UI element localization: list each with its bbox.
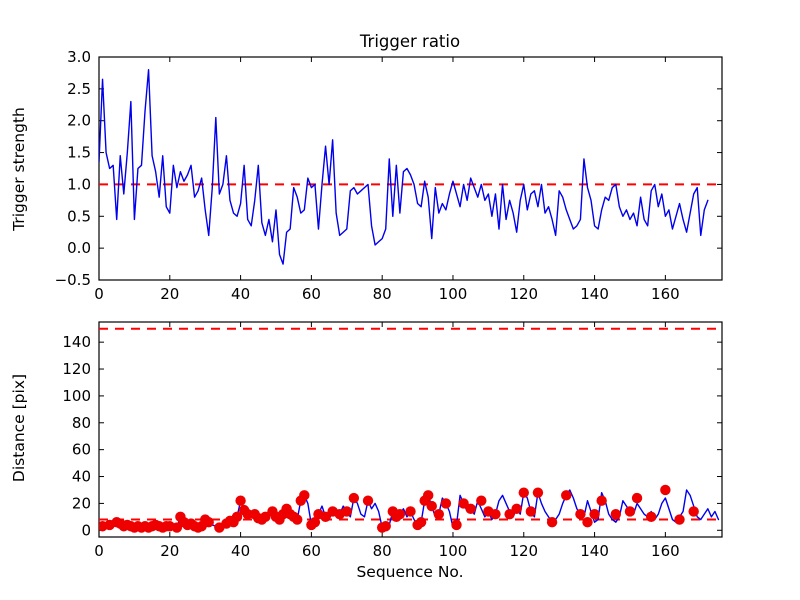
data-marker-point bbox=[674, 514, 685, 525]
axes-frame bbox=[98, 321, 723, 538]
plot-area bbox=[99, 69, 722, 265]
y-tick-label: −0.5 bbox=[55, 271, 91, 289]
data-marker-point bbox=[561, 490, 572, 501]
data-marker-point bbox=[451, 519, 462, 531]
data-marker-point bbox=[426, 500, 437, 512]
data-marker-point bbox=[423, 490, 434, 501]
x-tick-label: 0 bbox=[94, 285, 104, 300]
data-marker-point bbox=[476, 495, 487, 506]
y-tick-label: 0.0 bbox=[67, 239, 91, 257]
y-tick-label: 0.5 bbox=[67, 207, 91, 225]
data-marker-point bbox=[171, 522, 183, 533]
y-tick-label: 120 bbox=[62, 360, 91, 378]
data-marker-point bbox=[348, 492, 360, 504]
data-marker-point bbox=[575, 508, 586, 520]
data-marker-point bbox=[341, 506, 352, 517]
data-marker-point bbox=[415, 517, 427, 528]
data-marker-point bbox=[610, 508, 622, 520]
data-marker-point bbox=[525, 506, 537, 517]
data-marker-point bbox=[440, 498, 452, 509]
data-marker-point bbox=[688, 506, 699, 517]
bottom-x-axis-label: Sequence No. bbox=[356, 563, 463, 581]
data-marker-point bbox=[631, 492, 643, 504]
x-tick-label: 60 bbox=[302, 542, 321, 560]
data-marker-point bbox=[433, 508, 445, 520]
axes-frame bbox=[98, 56, 723, 281]
plot-area bbox=[99, 327, 722, 533]
data-marker-point bbox=[394, 508, 406, 520]
x-tick-label: 40 bbox=[231, 542, 250, 560]
data-line-top bbox=[99, 69, 709, 265]
y-tick-label: 80 bbox=[72, 414, 91, 432]
x-tick-label: 100 bbox=[439, 542, 468, 560]
y-tick-label: 100 bbox=[62, 387, 91, 405]
x-tick-label: 140 bbox=[580, 542, 609, 560]
data-marker-point bbox=[518, 487, 529, 498]
x-tick-label: 100 bbox=[439, 285, 468, 300]
data-marker-point bbox=[405, 506, 416, 517]
data-marker-point bbox=[546, 517, 558, 528]
data-marker-point bbox=[511, 503, 522, 514]
top-y-axis-label: Trigger strength bbox=[10, 107, 28, 232]
data-marker-point bbox=[490, 508, 501, 520]
y-tick-label: 140 bbox=[62, 333, 91, 351]
data-marker-point bbox=[203, 517, 214, 528]
x-tick-label: 120 bbox=[509, 542, 538, 560]
x-tick-label: 140 bbox=[580, 285, 609, 300]
y-tick-label: 2.0 bbox=[67, 112, 91, 130]
y-tick-label: 1.0 bbox=[67, 175, 91, 193]
y-tick-label: 60 bbox=[72, 441, 91, 459]
data-marker-point bbox=[235, 495, 246, 506]
x-tick-label: 20 bbox=[160, 285, 179, 300]
data-marker-point bbox=[660, 484, 671, 496]
data-marker-point bbox=[624, 506, 636, 517]
data-marker-point bbox=[582, 517, 593, 528]
data-marker-point bbox=[589, 508, 600, 520]
x-tick-label: 20 bbox=[160, 542, 179, 560]
data-marker-point bbox=[299, 490, 310, 501]
x-tick-label: 60 bbox=[302, 285, 321, 300]
x-tick-label: 80 bbox=[373, 542, 392, 560]
data-marker-point bbox=[309, 517, 321, 528]
x-tick-label: 40 bbox=[231, 285, 250, 300]
y-tick-label: 1.5 bbox=[67, 144, 91, 162]
data-marker-point bbox=[380, 521, 391, 532]
y-tick-label: 20 bbox=[72, 494, 91, 512]
data-marker-point bbox=[596, 495, 607, 506]
data-marker-point bbox=[231, 511, 243, 523]
marker-group bbox=[99, 484, 699, 533]
bottom-y-axis-label: Distance [pix] bbox=[10, 374, 28, 482]
y-tick-label: 2.5 bbox=[67, 80, 91, 98]
bottom-panel-distance: Distance [pix] Sequence No. 0 20 40 60 80 100… bbox=[0, 300, 800, 600]
y-tick-label: 0 bbox=[81, 521, 91, 539]
data-marker-point bbox=[465, 503, 476, 514]
data-marker-point bbox=[292, 514, 303, 525]
y-tick-label: 40 bbox=[72, 468, 91, 486]
data-marker-point bbox=[260, 511, 271, 523]
x-tick-label: 160 bbox=[651, 285, 680, 300]
top-panel-trigger-ratio: Trigger ratio Trigger strength Sequence … bbox=[10, 32, 723, 300]
x-tick-label: 160 bbox=[651, 542, 680, 560]
x-tick-label: 80 bbox=[373, 285, 392, 300]
data-marker-point bbox=[532, 487, 544, 498]
x-tick-label: 120 bbox=[509, 285, 538, 300]
data-marker-point bbox=[458, 498, 469, 509]
data-marker-point bbox=[646, 511, 657, 523]
y-tick-label: 3.0 bbox=[67, 48, 91, 66]
data-marker-point bbox=[320, 511, 331, 523]
data-marker-point bbox=[362, 495, 374, 506]
x-tick-label: 0 bbox=[94, 542, 104, 560]
page-title: Trigger ratio bbox=[359, 32, 460, 51]
data-marker-point bbox=[504, 508, 515, 520]
